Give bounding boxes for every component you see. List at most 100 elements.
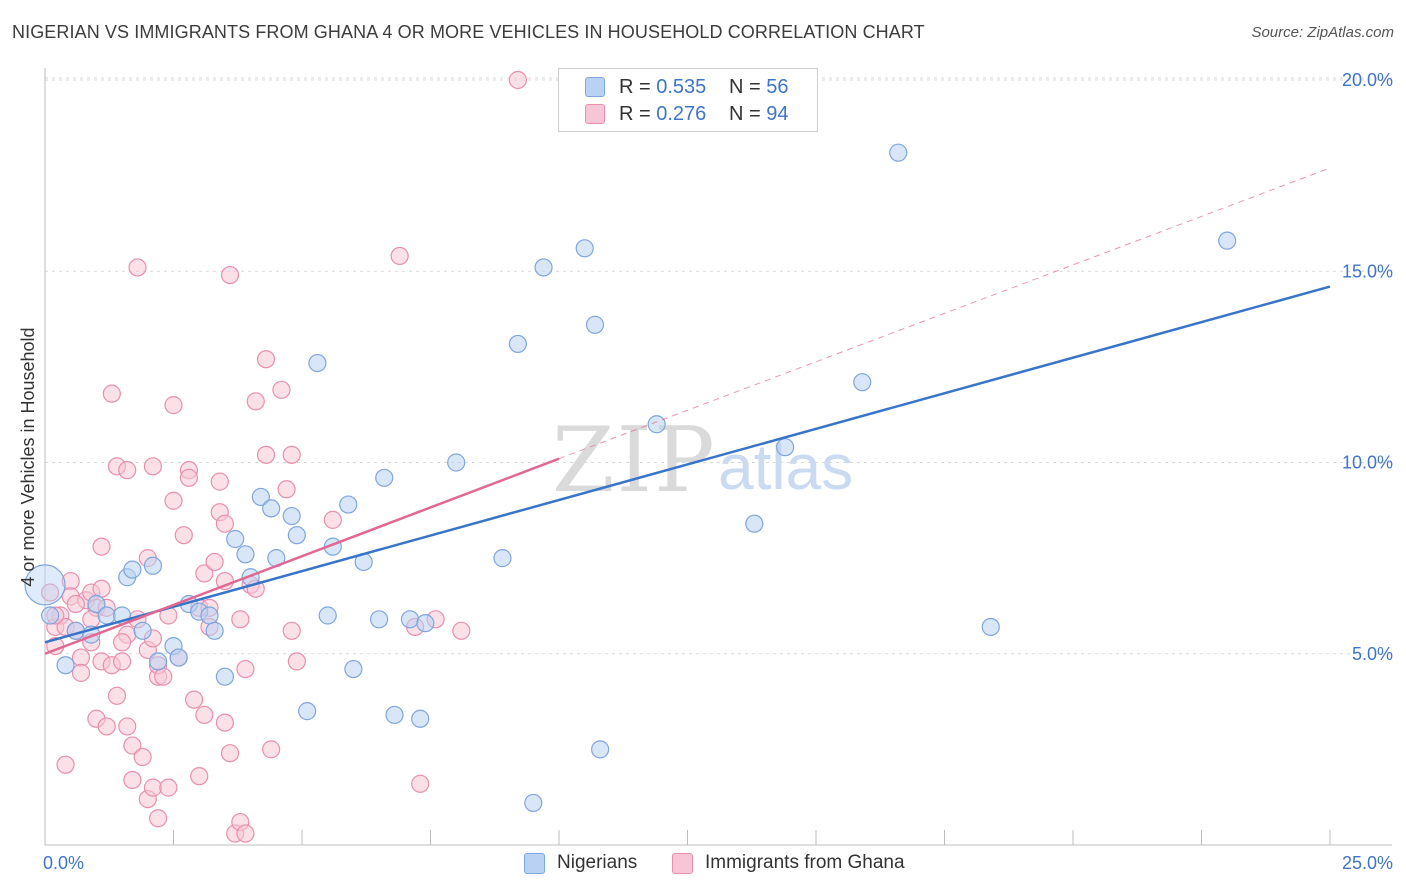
- r-value: 0.276: [656, 102, 707, 125]
- n-stat-nigerians: N = 56: [729, 76, 789, 99]
- ghana-point: [92, 537, 111, 556]
- ghana-swatch: [585, 104, 605, 124]
- y-tick-label: 20.0%: [1342, 70, 1393, 90]
- chart-title: NIGERIAN VS IMMIGRANTS FROM GHANA 4 OR M…: [12, 22, 925, 42]
- nigerians-point: [133, 621, 152, 640]
- ghana-point: [277, 480, 296, 499]
- ghana-point: [210, 472, 229, 491]
- ghana-point: [184, 690, 204, 709]
- nigerians-point: [123, 560, 142, 579]
- axis-labels: 5.0% 10.0% 15.0% 20.0% 0.0% 25.0% 4 or more Ve…: [18, 70, 1393, 873]
- ghana-point: [66, 594, 85, 614]
- ghana-point: [159, 778, 178, 797]
- ghana-point: [102, 384, 121, 403]
- y-tick-label: 15.0%: [1342, 261, 1393, 281]
- nigerians-point: [889, 143, 908, 162]
- r-stat-ghana: R = 0.276: [619, 103, 706, 126]
- nigerians-trend-line: [44, 285, 1331, 644]
- ghana-point: [71, 663, 91, 682]
- nigerians-point: [200, 606, 219, 625]
- nigerians-point: [524, 793, 543, 813]
- nigerians-point: [493, 549, 512, 568]
- ghana-point: [92, 579, 111, 598]
- ghana-point: [133, 747, 152, 767]
- ghana-point: [236, 659, 255, 679]
- ghana-point: [112, 652, 132, 671]
- ghana-point: [41, 583, 60, 602]
- r-value: 0.535: [656, 75, 707, 98]
- trend-lines: [44, 167, 1331, 655]
- nigerians-point: [24, 564, 66, 606]
- ghana-point: [195, 564, 214, 583]
- legend-item-ghana[interactable]: Immigrants from Ghana: [672, 852, 905, 874]
- nigerians-point: [1218, 231, 1237, 250]
- ghana-point: [282, 445, 301, 464]
- ghana-point: [215, 713, 234, 732]
- n-label: N =: [729, 75, 761, 98]
- nigerians-point: [236, 545, 255, 564]
- nigerians-point: [97, 606, 116, 625]
- ghana-point: [262, 740, 281, 759]
- ghana-point: [205, 552, 224, 572]
- legend-label-ghana: Immigrants from Ghana: [705, 852, 905, 873]
- nigerians-point: [534, 258, 553, 277]
- nigerians-point: [375, 468, 394, 487]
- y-tick-label: 5.0%: [1352, 644, 1393, 664]
- stats-legend: R = 0.535 N = 56 R = 0.276 N = 94: [558, 68, 818, 132]
- n-stat-ghana: N = 94: [729, 103, 789, 126]
- ghana-point: [220, 265, 240, 285]
- nigerians-point: [298, 702, 317, 721]
- ghana-point: [287, 652, 306, 671]
- nigerians-point: [169, 648, 188, 667]
- n-value: 56: [766, 75, 789, 98]
- nigerians-point: [411, 709, 430, 728]
- ghana-point: [508, 70, 527, 90]
- ghana-point: [123, 736, 142, 755]
- axes: [44, 68, 1392, 846]
- ghana-point: [282, 621, 301, 640]
- nigerians-point: [981, 617, 1000, 637]
- nigerians-point: [56, 656, 75, 675]
- ghana-trend-line: [44, 457, 560, 655]
- ghana-point: [97, 717, 116, 736]
- ghana-point: [390, 246, 409, 266]
- nigerians-point: [344, 659, 363, 679]
- r-stat-nigerians: R = 0.535: [619, 76, 706, 99]
- nigerians-point: [776, 438, 795, 457]
- series-legend: Nigerians Immigrants from Ghana: [0, 852, 1406, 878]
- ghana-trend-extension: [558, 167, 1331, 460]
- y-tick-label: 10.0%: [1342, 453, 1393, 473]
- nigerians-point: [87, 594, 106, 614]
- ghana-point: [452, 621, 471, 640]
- nigerians-point: [647, 415, 666, 434]
- nigerians-point: [287, 526, 306, 545]
- r-label: R =: [619, 102, 651, 125]
- ghana-point: [82, 610, 101, 629]
- nigerians-point: [591, 740, 610, 759]
- ghana-point: [143, 457, 163, 476]
- ghana-point: [118, 717, 137, 736]
- nigerians-point: [339, 495, 358, 514]
- x-tick-label: 0.0%: [43, 853, 84, 873]
- ghana-point: [323, 510, 342, 529]
- ghana-point: [118, 461, 137, 480]
- ghana-point: [164, 396, 183, 415]
- ghana-point: [195, 705, 214, 725]
- ghana-point: [220, 744, 240, 763]
- ghana-point: [256, 445, 276, 464]
- nigerians-point: [215, 667, 234, 686]
- nigerians-point: [575, 239, 594, 258]
- nigerians-point: [853, 373, 872, 392]
- nigerians-point: [370, 610, 389, 629]
- nigerians-point: [745, 514, 764, 533]
- legend-item-nigerians[interactable]: Nigerians: [524, 852, 637, 874]
- ghana-point: [272, 380, 291, 399]
- y-axis-label: 4 or more Vehicles in Household: [18, 327, 38, 586]
- ghana-point: [112, 633, 132, 652]
- nigerians-point: [205, 621, 224, 640]
- nigerians-point: [585, 315, 605, 334]
- nigerians-point: [148, 652, 168, 671]
- nigerians-point: [400, 610, 420, 629]
- r-label: R =: [619, 75, 651, 98]
